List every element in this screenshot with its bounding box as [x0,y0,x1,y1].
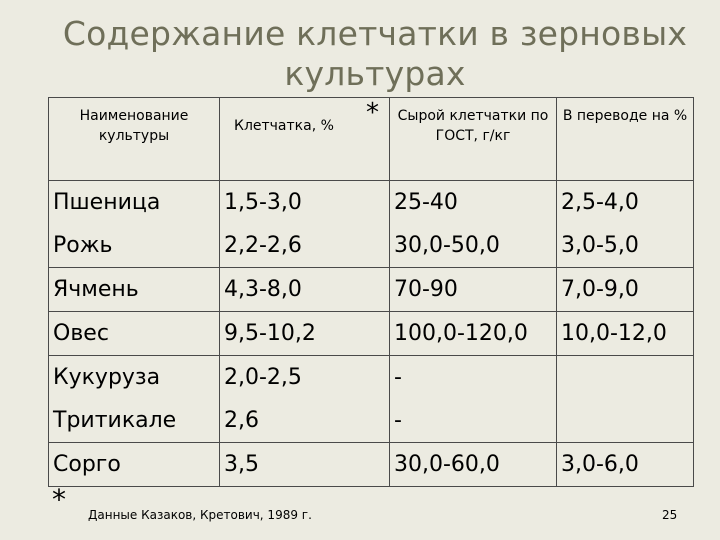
slide-title: Содержание клетчатки в зерновых культура… [62,14,688,93]
table-row: Овес 9,5-10,2 100,0-120,0 10,0-12,0 [48,311,694,356]
header-crop: Наименование культуры [48,97,220,181]
cell-raw-fiber: 30,0-60,0 [389,442,557,487]
header-fiber: Клетчатка, % * [219,97,390,181]
table-row: Тритикале 2,6 - [48,399,694,443]
header-fiber-label: Клетчатка, % [234,118,334,134]
cell-raw-fiber: - [389,399,557,443]
fiber-table: Наименование культуры Клетчатка, % * Сыр… [48,97,694,487]
cell-crop: Рожь [48,224,220,268]
footnote-asterisk: * [52,483,66,516]
cell-fiber: 3,5 [219,442,390,487]
header-percent: В переводе на % [556,97,694,181]
cell-raw-fiber: 70-90 [389,267,557,312]
cell-raw-fiber: - [389,355,557,399]
table-row: Кукуруза 2,0-2,5 - [48,355,694,399]
cell-fiber: 1,5-3,0 [219,180,390,224]
cell-raw-fiber: 30,0-50,0 [389,224,557,268]
cell-crop: Тритикале [48,399,220,443]
cell-crop: Сорго [48,442,220,487]
cell-fiber: 9,5-10,2 [219,311,390,356]
cell-fiber: 4,3-8,0 [219,267,390,312]
cell-percent: 7,0-9,0 [556,267,694,312]
cell-percent [556,355,694,399]
cell-percent: 2,5-4,0 [556,180,694,224]
table-header-row: Наименование культуры Клетчатка, % * Сыр… [48,97,694,181]
page-number: 25 [662,508,678,522]
table-row: Пшеница 1,5-3,0 25-40 2,5-4,0 [48,180,694,224]
cell-crop: Кукуруза [48,355,220,399]
header-raw-fiber: Сырой клетчатки по ГОСТ, г/кг [389,97,557,181]
cell-fiber: 2,0-2,5 [219,355,390,399]
cell-percent: 10,0-12,0 [556,311,694,356]
footnote-source: Данные Казаков, Кретович, 1989 г. [88,508,312,522]
cell-crop: Пшеница [48,180,220,224]
cell-raw-fiber: 25-40 [389,180,557,224]
table-row: Рожь 2,2-2,6 30,0-50,0 3,0-5,0 [48,224,694,268]
table-row: Сорго 3,5 30,0-60,0 3,0-6,0 [48,442,694,487]
cell-raw-fiber: 100,0-120,0 [389,311,557,356]
table-row: Ячмень 4,3-8,0 70-90 7,0-9,0 [48,267,694,312]
cell-fiber: 2,2-2,6 [219,224,390,268]
cell-crop: Ячмень [48,267,220,312]
cell-fiber: 2,6 [219,399,390,443]
cell-crop: Овес [48,311,220,356]
footnote: * Данные Казаков, Кретович, 1989 г. [52,486,692,526]
cell-percent: 3,0-6,0 [556,442,694,487]
cell-percent: 3,0-5,0 [556,224,694,268]
cell-percent [556,399,694,443]
header-fiber-asterisk: * [366,98,379,128]
